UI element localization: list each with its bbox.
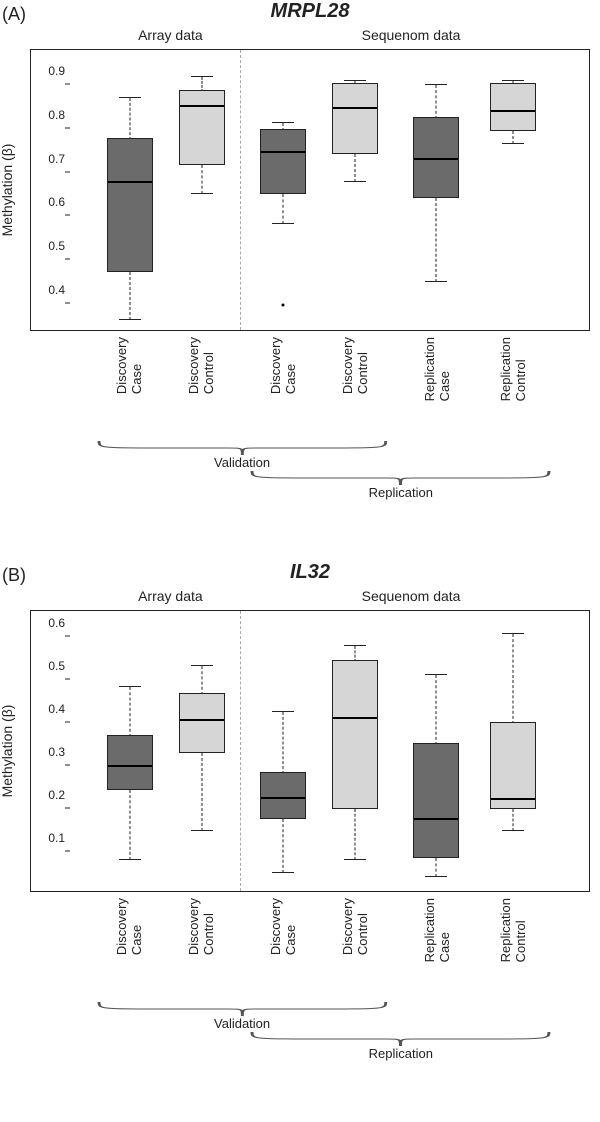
plot-area (69, 56, 579, 324)
y-tick-label: 0.1 (48, 831, 65, 845)
category-label: ReplicationControl (498, 898, 528, 962)
data-type-label: Array data (138, 27, 203, 43)
boxplot-B: 0.10.20.30.40.50.6Methylation (β) (30, 610, 590, 892)
y-axis: 0.10.20.30.40.50.6Methylation (β) (31, 611, 69, 891)
y-tick-label: 0.8 (48, 108, 65, 122)
y-tick-label: 0.9 (48, 64, 65, 78)
y-tick-label: 0.5 (48, 659, 65, 673)
category-label: DiscoveryCase (114, 337, 144, 394)
y-tick-label: 0.3 (48, 745, 65, 759)
panel-A: (A)MRPL28Array dataSequenom data0.40.50.… (30, 0, 590, 501)
box-0 (108, 56, 152, 324)
category-label: ReplicationCase (422, 898, 452, 962)
bracket-label: Validation (214, 455, 270, 470)
median-line (414, 818, 458, 820)
median-line (491, 110, 535, 112)
category-label: DiscoveryCase (268, 337, 298, 394)
data-type-label: Sequenom data (362, 588, 461, 604)
category-label: DiscoveryCase (268, 898, 298, 955)
box-1 (180, 617, 224, 885)
y-tick-label: 0.6 (48, 195, 65, 209)
box-2 (261, 617, 305, 885)
category-label: DiscoveryControl (186, 337, 216, 394)
bracket-validation: Validation (99, 441, 386, 455)
box-4 (414, 617, 458, 885)
y-axis: 0.40.50.60.70.80.9Methylation (β) (31, 50, 69, 330)
y-axis-label: Methylation (β) (0, 705, 15, 798)
box-5 (491, 56, 535, 324)
outlier-point (282, 304, 285, 307)
data-type-label: Array data (138, 588, 203, 604)
category-label: ReplicationControl (498, 337, 528, 401)
panel-title: MRPL28 (30, 0, 590, 23)
median-line (180, 105, 224, 107)
box-2 (261, 56, 305, 324)
median-line (261, 797, 305, 799)
category-label: DiscoveryControl (340, 337, 370, 394)
box-5 (491, 617, 535, 885)
boxplot-A: 0.40.50.60.70.80.9Methylation (β) (30, 49, 590, 331)
bracket-label: Replication (369, 1046, 433, 1061)
y-tick-label: 0.4 (48, 283, 65, 297)
bracket-validation: Validation (99, 1002, 386, 1016)
y-tick-label: 0.6 (48, 616, 65, 630)
y-tick-label: 0.7 (48, 152, 65, 166)
category-label: DiscoveryControl (340, 898, 370, 955)
category-label: DiscoveryControl (186, 898, 216, 955)
median-line (333, 107, 377, 109)
y-tick-label: 0.5 (48, 239, 65, 253)
bracket-label: Validation (214, 1016, 270, 1031)
plot-area (69, 617, 579, 885)
median-line (261, 151, 305, 153)
box-0 (108, 617, 152, 885)
panel-B: (B)IL32Array dataSequenom data0.10.20.30… (30, 561, 590, 1062)
box-1 (180, 56, 224, 324)
median-line (333, 717, 377, 719)
box-3 (333, 617, 377, 885)
y-tick-label: 0.4 (48, 702, 65, 716)
data-type-label: Sequenom data (362, 27, 461, 43)
y-axis-label: Methylation (β) (0, 144, 15, 237)
panel-letter: (B) (2, 565, 26, 586)
panel-title: IL32 (30, 561, 590, 584)
median-line (180, 719, 224, 721)
x-axis-labels: DiscoveryCase DiscoveryControl DiscoveryCa… (68, 892, 580, 1002)
x-axis-labels: DiscoveryCase DiscoveryControl DiscoveryCa… (68, 331, 580, 441)
section-divider (240, 50, 241, 330)
category-label: ReplicationCase (422, 337, 452, 401)
box-3 (333, 56, 377, 324)
median-line (414, 158, 458, 160)
bracket-replication: Replication (252, 1032, 549, 1046)
median-line (491, 798, 535, 800)
median-line (108, 181, 152, 183)
bracket-label: Replication (369, 485, 433, 500)
panel-letter: (A) (2, 4, 26, 25)
section-divider (240, 611, 241, 891)
median-line (108, 765, 152, 767)
y-tick-label: 0.2 (48, 788, 65, 802)
category-label: DiscoveryCase (114, 898, 144, 955)
bracket-replication: Replication (252, 471, 549, 485)
box-4 (414, 56, 458, 324)
